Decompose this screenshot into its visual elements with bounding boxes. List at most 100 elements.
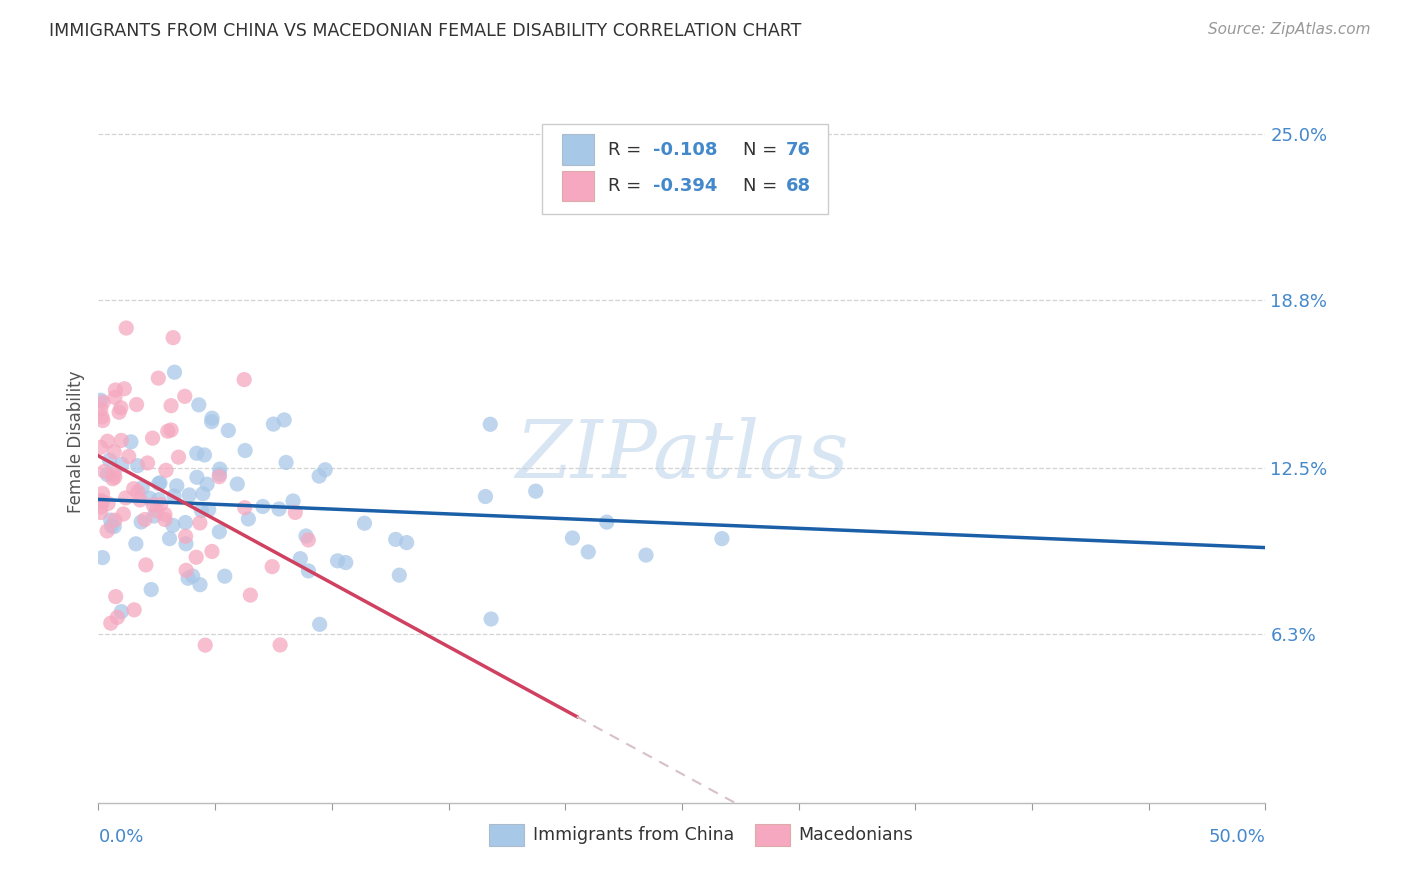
Point [710, 532, 733, 546]
Point [208, 467, 231, 482]
Point [100, 616, 122, 631]
Point [96, 524, 118, 538]
Point [125, 398, 148, 412]
Point [166, 479, 188, 493]
Point [160, 423, 183, 437]
Point [186, 550, 208, 565]
Point [308, 469, 330, 483]
Point [167, 450, 190, 465]
Text: 68: 68 [786, 177, 811, 194]
Point [125, 537, 148, 551]
Point [395, 535, 418, 549]
Point [127, 458, 149, 473]
Point [179, 488, 201, 502]
Point [114, 491, 136, 505]
Point [153, 512, 176, 526]
Point [90, 506, 112, 520]
Point [281, 494, 304, 508]
Text: -0.108: -0.108 [652, 141, 717, 159]
Point [208, 524, 231, 539]
Point [98, 453, 121, 467]
Point [388, 568, 411, 582]
Point [101, 472, 124, 486]
Point [187, 398, 209, 412]
Point [174, 563, 197, 577]
Text: Immigrants from China: Immigrants from China [533, 826, 734, 845]
Point [112, 507, 135, 521]
Point [284, 505, 307, 519]
Point [188, 516, 211, 530]
Point [326, 554, 349, 568]
Point [136, 456, 159, 470]
Point [118, 450, 141, 464]
Point [295, 529, 318, 543]
Point [91, 395, 114, 409]
Point [314, 463, 336, 477]
Point [233, 373, 256, 387]
Y-axis label: Female Disability: Female Disability [66, 370, 84, 513]
Point [122, 482, 145, 496]
FancyBboxPatch shape [562, 170, 595, 201]
Point [141, 431, 163, 445]
Point [90, 500, 112, 514]
Point [186, 470, 208, 484]
Point [195, 477, 218, 491]
Point [308, 617, 330, 632]
Point [134, 512, 156, 526]
Point [201, 415, 224, 429]
Point [274, 455, 297, 469]
Point [297, 533, 319, 547]
Text: IMMIGRANTS FROM CHINA VS MACEDONIAN FEMALE DISABILITY CORRELATION CHART: IMMIGRANTS FROM CHINA VS MACEDONIAN FEMA… [49, 22, 801, 40]
Point [90, 493, 112, 508]
Point [142, 498, 165, 512]
Point [104, 383, 127, 397]
Point [226, 477, 249, 491]
Point [353, 516, 375, 531]
Point [110, 605, 132, 619]
Point [239, 588, 262, 602]
Point [262, 559, 284, 574]
Point [188, 577, 211, 591]
Point [193, 448, 215, 462]
Point [104, 513, 127, 527]
Point [100, 519, 122, 533]
Point [252, 500, 274, 514]
Point [384, 533, 406, 547]
Point [208, 469, 231, 483]
FancyBboxPatch shape [755, 824, 790, 847]
Point [156, 424, 179, 438]
Point [335, 556, 357, 570]
Point [173, 389, 195, 403]
Point [163, 489, 186, 503]
Point [96, 434, 118, 449]
Point [149, 475, 172, 490]
Point [110, 401, 132, 415]
Point [190, 503, 212, 517]
Point [201, 544, 224, 558]
FancyBboxPatch shape [489, 824, 524, 847]
Point [149, 498, 172, 512]
Point [238, 512, 260, 526]
Point [104, 590, 127, 604]
Point [233, 443, 256, 458]
Point [93, 464, 115, 478]
Point [90, 402, 112, 417]
Point [290, 551, 312, 566]
Point [174, 529, 197, 543]
Point [181, 569, 204, 583]
Point [112, 382, 135, 396]
Point [103, 467, 125, 481]
Point [162, 331, 184, 345]
Point [138, 491, 160, 505]
Point [269, 638, 291, 652]
Point [148, 371, 170, 385]
FancyBboxPatch shape [562, 135, 595, 165]
Point [174, 516, 197, 530]
Point [576, 545, 599, 559]
Point [131, 481, 153, 495]
Point [100, 513, 122, 527]
Text: Macedonians: Macedonians [799, 826, 914, 845]
Point [233, 500, 256, 515]
Text: Source: ZipAtlas.com: Source: ZipAtlas.com [1208, 22, 1371, 37]
Point [273, 413, 295, 427]
